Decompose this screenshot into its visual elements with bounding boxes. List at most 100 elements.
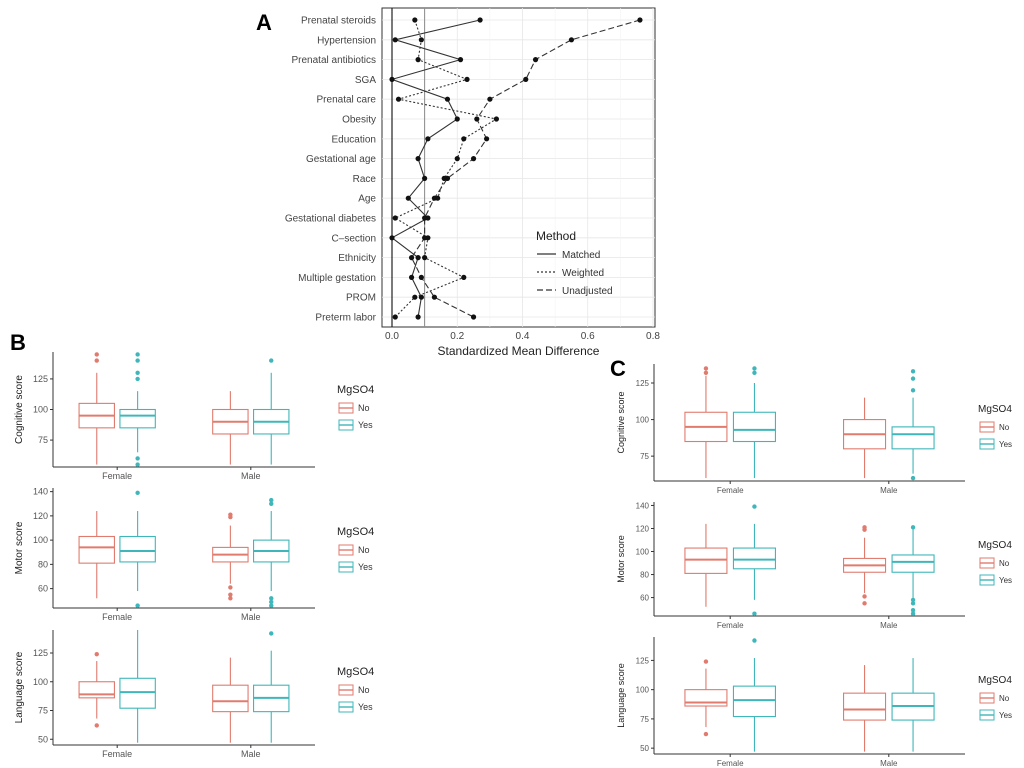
smd-x-axis-title: Standardized Mean Difference	[438, 344, 600, 358]
box-legend-label-yes: Yes	[999, 576, 1012, 585]
box-ytick-label: 125	[33, 648, 48, 658]
smd-point-unadjusted	[408, 255, 415, 261]
box-category-label: Male	[241, 749, 261, 759]
smd-point-matched	[444, 96, 451, 102]
box-male-yes-outlier	[269, 631, 274, 636]
box-female-no-outlier	[94, 651, 99, 657]
box-ytick-label: 75	[38, 435, 48, 445]
box-ytick-label: 80	[640, 571, 649, 580]
smd-xtick-label: 0.8	[646, 331, 660, 342]
smd-point-unadjusted	[444, 175, 451, 181]
smd-point-unadjusted	[474, 116, 480, 122]
box-category-label: Female	[717, 621, 744, 630]
smd-point-weighted	[415, 57, 421, 63]
box-female-yes-box	[732, 547, 776, 570]
box-y-axis-title: Motor score	[616, 535, 626, 583]
box-female-yes-outlier	[135, 490, 140, 496]
smd-point-unadjusted	[523, 76, 529, 82]
box-female-yes-outlier	[752, 370, 757, 375]
box-ytick-label: 100	[33, 677, 48, 687]
box-female-yes-outlier	[135, 376, 140, 382]
box-female-yes-outlier	[752, 504, 757, 509]
smd-category-label: Gestational diabetes	[285, 214, 376, 225]
smd-point-unadjusted	[470, 314, 477, 320]
box-ytick-label: 80	[38, 559, 48, 569]
boxplot-1: 75 100 125 Cognitive score Female Male MgSO4 No…	[14, 352, 374, 481]
box-female-yes-outlier	[135, 352, 140, 357]
smd-point-weighted	[422, 255, 428, 261]
box-male-yes-outlier	[269, 596, 274, 601]
smd-point-matched	[422, 175, 428, 181]
smd-legend-title: Method	[536, 229, 576, 243]
smd-point-weighted	[395, 96, 402, 102]
smd-point-matched	[389, 76, 395, 82]
box-ytick-label: 100	[636, 548, 650, 557]
smd-category-label: Multiple gestation	[298, 273, 376, 284]
box-category-label: Male	[880, 759, 898, 768]
box-female-no-outlier	[94, 358, 99, 363]
box-y-axis-title: Cognitive score	[616, 391, 626, 453]
smd-series-line-unadjusted	[410, 19, 641, 318]
smd-point-matched	[457, 57, 464, 63]
box-male-no-box	[843, 692, 887, 721]
box-legend-label-no: No	[358, 403, 370, 413]
box-female-no-box	[78, 535, 115, 564]
box-category-label: Female	[102, 749, 132, 759]
box-y-axis-title: Cognitive score	[14, 375, 25, 444]
box-female-no-box	[684, 689, 728, 707]
smd-point-matched	[425, 136, 431, 142]
smd-point-matched	[477, 17, 483, 23]
box-female-yes-outlier	[752, 638, 757, 643]
box-ytick-label: 125	[33, 374, 48, 384]
box-female-yes-box	[732, 411, 776, 443]
box-male-no-outlier	[228, 596, 233, 601]
smd-point-unadjusted	[431, 195, 438, 201]
smd-category-label: Education	[332, 134, 376, 145]
box-male-yes-outlier	[910, 388, 916, 393]
smd-category-label: Ethnicity	[338, 253, 376, 264]
box-ytick-label: 50	[38, 734, 48, 744]
box-male-no-outlier	[862, 527, 867, 532]
smd-plot-area	[381, 7, 656, 328]
smd-category-label: SGA	[355, 75, 376, 86]
panel-label-a: A	[256, 10, 272, 35]
box-legend-label-yes: Yes	[358, 702, 373, 712]
box-ytick-label: 50	[640, 744, 649, 753]
box-legend-label-no: No	[999, 423, 1010, 432]
box-male-yes-box	[891, 426, 935, 450]
box-male-yes-outlier	[269, 497, 274, 503]
smd-xtick-label: 0.4	[516, 331, 530, 342]
box-female-no-outlier	[703, 370, 709, 375]
box-male-no-outlier	[862, 601, 867, 606]
smd-legend-label-matched: Matched	[562, 250, 600, 261]
box-ytick-label: 100	[636, 686, 650, 695]
box-ytick-label: 60	[640, 594, 649, 603]
box-female-no-outlier	[94, 723, 99, 728]
smd-point-weighted	[418, 37, 424, 43]
smd-point-weighted	[392, 215, 398, 221]
smd-point-matched	[415, 314, 421, 320]
box-ytick-label: 75	[38, 706, 48, 716]
smd-point-matched	[415, 255, 421, 261]
smd-category-label: Preterm labor	[315, 313, 376, 324]
box-female-no-outlier	[94, 352, 99, 357]
smd-point-matched	[405, 195, 411, 201]
box-female-yes-box	[119, 535, 156, 563]
smd-point-weighted	[454, 156, 460, 162]
box-male-no-outlier	[228, 514, 233, 520]
box-female-no-outlier	[703, 366, 709, 371]
box-female-no-outlier	[703, 731, 709, 737]
box-ytick-label: 75	[640, 452, 649, 461]
smd-point-unadjusted	[470, 156, 477, 162]
box-male-yes-outlier	[269, 501, 274, 506]
box-legend-title: MgSO4	[978, 404, 1012, 415]
box-category-label: Female	[102, 471, 132, 481]
smd-point-matched	[389, 235, 395, 241]
box-male-yes-outlier	[910, 475, 916, 481]
smd-point-unadjusted	[422, 235, 428, 241]
box-male-yes-outlier	[910, 597, 916, 603]
box-legend-title: MgSO4	[337, 526, 374, 538]
box-female-yes-outlier	[752, 366, 757, 371]
box-legend-title: MgSO4	[978, 675, 1012, 686]
box-ytick-label: 100	[33, 535, 48, 545]
